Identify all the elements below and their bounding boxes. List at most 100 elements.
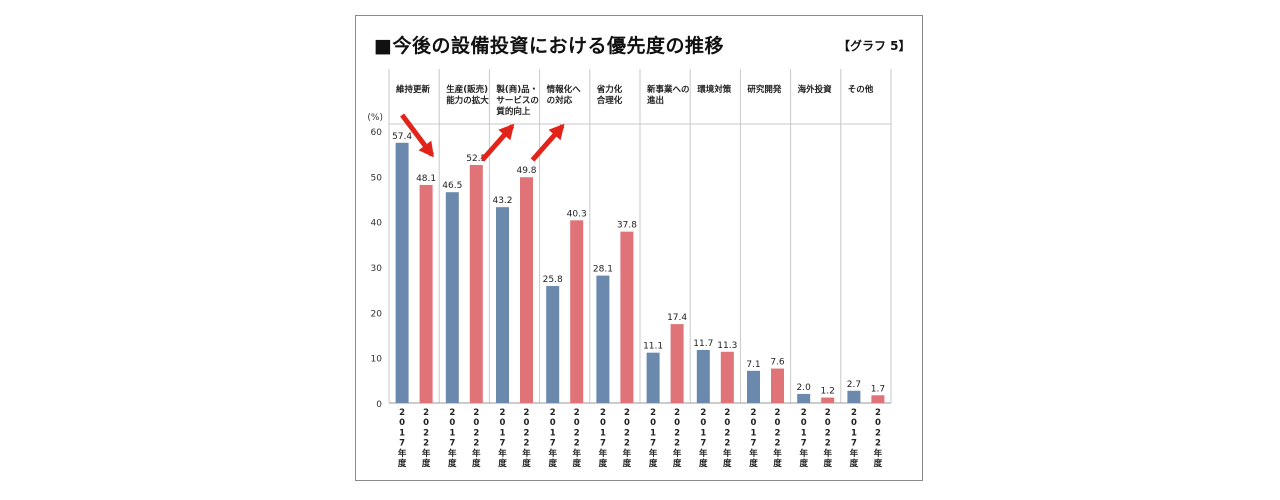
year-label-char: 2 <box>423 428 429 438</box>
year-label-char: 度 <box>422 458 431 469</box>
year-label-char: 2 <box>875 428 881 438</box>
year-label-char: 年 <box>823 448 832 459</box>
chart-title: ■今後の設備投資における優先度の推移 <box>374 35 724 57</box>
year-label-char: 0 <box>851 418 857 428</box>
year-label-char: 2 <box>724 428 730 438</box>
year-label-char: 1 <box>500 428 506 438</box>
year-label-char: 1 <box>851 428 857 438</box>
year-label-char: 年 <box>548 448 557 459</box>
year-label-char: 0 <box>801 418 807 428</box>
year-label-char: 7 <box>851 439 857 449</box>
year-label-char: 0 <box>751 418 757 428</box>
year-label-char: 年 <box>874 448 883 459</box>
data-label: 57.4 <box>392 132 412 142</box>
category-label: 合理化 <box>596 95 623 106</box>
year-label-char: 2 <box>574 428 580 438</box>
year-label-char: 0 <box>574 418 580 428</box>
category-label: 製(商)品・ <box>495 84 538 95</box>
year-label-char: 2 <box>775 439 781 449</box>
data-label: 1.7 <box>871 384 885 394</box>
category-label: 省力化 <box>596 84 623 95</box>
y-tick-label: 50 <box>371 173 383 183</box>
data-label: 49.8 <box>516 166 536 176</box>
year-label-char: 2 <box>399 408 405 418</box>
year-label-char: 度 <box>749 458 758 469</box>
year-label-char: 7 <box>650 439 656 449</box>
y-tick-label: 10 <box>371 355 383 365</box>
year-label-char: 7 <box>399 439 405 449</box>
bar-2017 <box>596 275 610 403</box>
data-label: 37.8 <box>617 221 637 231</box>
year-label-char: 年 <box>422 448 431 459</box>
category-label: 情報化へ <box>546 84 582 95</box>
year-label-char: 2 <box>449 408 455 418</box>
year-label-char: 0 <box>875 418 881 428</box>
data-label: 52.5 <box>466 154 486 164</box>
year-label-char: 2 <box>624 408 630 418</box>
year-label-char: 0 <box>700 418 706 428</box>
year-label-char: 度 <box>522 458 531 469</box>
year-label-char: 2 <box>500 408 506 418</box>
year-label-char: 0 <box>500 418 506 428</box>
year-label-char: 0 <box>624 418 630 428</box>
year-label-char: 1 <box>399 428 405 438</box>
year-label-char: 2 <box>624 428 630 438</box>
year-label-char: 2 <box>851 408 857 418</box>
year-label-char: 7 <box>449 439 455 449</box>
bar-2022 <box>670 324 684 403</box>
year-label-char: 度 <box>649 458 658 469</box>
year-label-char: 年 <box>649 448 658 459</box>
year-label-char: 7 <box>600 439 606 449</box>
year-label-char: 年 <box>773 448 782 459</box>
y-tick-label: 0 <box>376 400 382 410</box>
year-label-char: 1 <box>449 428 455 438</box>
year-label-char: 年 <box>398 448 407 459</box>
year-label-char: 2 <box>700 408 706 418</box>
data-label: 28.1 <box>593 265 613 275</box>
bar-2017 <box>847 390 861 403</box>
year-label-char: 0 <box>423 418 429 428</box>
year-label-char: 2 <box>825 408 831 418</box>
year-label-char: 年 <box>599 448 608 459</box>
year-label-char: 度 <box>472 458 481 469</box>
year-label-char: 年 <box>699 448 708 459</box>
year-label-char: 2 <box>473 428 479 438</box>
year-label-char: 2 <box>600 408 606 418</box>
year-label-char: 度 <box>850 458 859 469</box>
data-label: 40.3 <box>567 209 587 219</box>
data-label: 25.8 <box>543 275 563 285</box>
bar-2022 <box>419 184 433 403</box>
year-label-char: 年 <box>572 448 581 459</box>
year-label-char: 0 <box>449 418 455 428</box>
year-label-char: 度 <box>773 458 782 469</box>
data-label: 48.1 <box>416 174 436 184</box>
data-label: 2.0 <box>797 383 812 393</box>
y-tick-label: 60 <box>371 128 383 138</box>
year-label-char: 2 <box>423 408 429 418</box>
category-label: 海外投資 <box>798 84 833 95</box>
category-label: 研究開発 <box>747 84 782 95</box>
year-label-char: 年 <box>522 448 531 459</box>
year-label-char: 1 <box>751 428 757 438</box>
year-label-char: 年 <box>850 448 859 459</box>
year-label-char: 年 <box>623 448 632 459</box>
bar-2017 <box>546 286 560 403</box>
year-label-char: 度 <box>699 458 708 469</box>
category-label: の対応 <box>547 95 573 106</box>
year-label-char: 2 <box>674 439 680 449</box>
trend-arrow-head-down <box>418 140 434 158</box>
trend-arrow-head-up <box>548 123 565 141</box>
year-label-char: 2 <box>775 428 781 438</box>
year-label-char: 2 <box>524 428 530 438</box>
year-label-char: 年 <box>799 448 808 459</box>
year-label-char: 2 <box>875 439 881 449</box>
year-label-char: 0 <box>775 418 781 428</box>
data-label: 11.1 <box>643 342 663 352</box>
category-label: その他 <box>848 84 874 95</box>
year-label-char: 1 <box>600 428 606 438</box>
year-label-char: 0 <box>724 418 730 428</box>
year-label-char: 2 <box>650 408 656 418</box>
year-label-char: 2 <box>724 439 730 449</box>
year-label-char: 2 <box>423 439 429 449</box>
bar-2022 <box>469 165 483 403</box>
